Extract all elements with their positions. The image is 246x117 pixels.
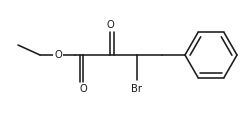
Text: Br: Br <box>132 84 142 94</box>
Text: O: O <box>79 84 87 94</box>
Text: O: O <box>54 50 62 60</box>
Text: O: O <box>106 20 114 30</box>
